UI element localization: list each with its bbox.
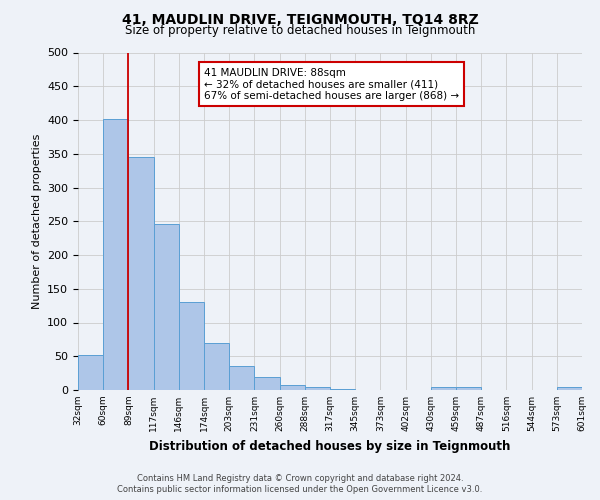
Bar: [154, 224, 179, 390]
Bar: [557, 386, 582, 390]
Bar: [103, 120, 128, 390]
Text: 41, MAUDLIN DRIVE, TEIGNMOUTH, TQ14 8RZ: 41, MAUDLIN DRIVE, TEIGNMOUTH, TQ14 8RZ: [122, 12, 478, 26]
Text: Contains HM Land Registry data © Crown copyright and database right 2024.
Contai: Contains HM Land Registry data © Crown c…: [118, 474, 482, 494]
Bar: [128, 157, 154, 390]
Bar: [431, 386, 456, 390]
Text: Size of property relative to detached houses in Teignmouth: Size of property relative to detached ho…: [125, 24, 475, 37]
Y-axis label: Number of detached properties: Number of detached properties: [32, 134, 41, 309]
Bar: [305, 386, 330, 390]
Bar: [456, 386, 481, 390]
Bar: [280, 384, 305, 390]
X-axis label: Distribution of detached houses by size in Teignmouth: Distribution of detached houses by size …: [149, 440, 511, 452]
Bar: [78, 355, 103, 390]
Text: 41 MAUDLIN DRIVE: 88sqm
← 32% of detached houses are smaller (411)
67% of semi-d: 41 MAUDLIN DRIVE: 88sqm ← 32% of detache…: [204, 68, 459, 101]
Bar: [179, 302, 204, 390]
Bar: [204, 343, 229, 390]
Bar: [254, 377, 280, 390]
Bar: [229, 366, 254, 390]
